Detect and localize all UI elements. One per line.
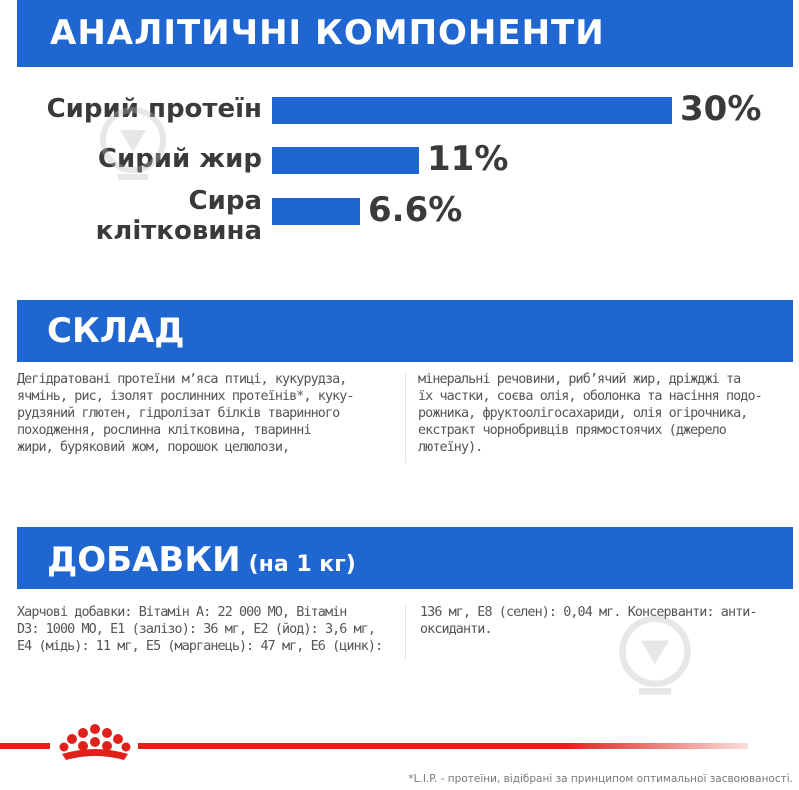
additives-text-left: Харчові добавки: Вітамін А: 22 000 МО, В… <box>17 604 392 655</box>
text-line: D3: 1000 МО, Е1 (залізо): 36 мг, Е2 (йод… <box>17 622 376 637</box>
bar-value-label: 30% <box>680 89 762 129</box>
composition-title: СКЛАД <box>47 311 185 351</box>
composition-text-left: Дегідратовані протеїни м’яса птиці, куку… <box>17 371 392 456</box>
footer-red-line-right <box>138 743 748 749</box>
bar-label-line: Сира <box>188 186 262 216</box>
additives-right-column: 136 мг, Е8 (селен): 0,04 мг. Консерванти… <box>420 604 793 638</box>
text-line: мінеральні речовини, риб’ячий жир, дріжд… <box>418 372 741 387</box>
text-line: їх частки, соєва олія, оболонка та насін… <box>418 389 763 404</box>
column-divider-2 <box>405 605 406 660</box>
text-line: Дегідратовані протеїни м’яса птиці, куку… <box>17 372 347 387</box>
bar-label: Сирий жир <box>98 144 262 174</box>
bar <box>272 97 672 124</box>
bar-label: Сирий протеїн <box>47 94 262 124</box>
composition-text-right: мінеральні речовини, риб’ячий жир, дріжд… <box>418 371 793 456</box>
additives-left-column: Харчові добавки: Вітамін А: 22 000 МО, В… <box>17 604 392 655</box>
download-watermark-icon <box>619 615 691 695</box>
bar-value-label: 11% <box>427 139 509 179</box>
additives-text-right: 136 мг, Е8 (селен): 0,04 мг. Консерванти… <box>420 604 793 638</box>
additives-banner: ДОБАВКИ (на 1 кг) <box>17 527 793 589</box>
footer-red-line-left <box>0 743 50 749</box>
royal-canin-crown-logo <box>59 724 131 760</box>
bar-value-label: 6.6% <box>368 190 463 230</box>
additives-title: ДОБАВКИ <box>47 540 241 580</box>
text-line: рожника, фруктоолігосахариди, олія огіро… <box>418 406 748 421</box>
bar <box>272 198 360 225</box>
analytics-title: АНАЛІТИЧНІ КОМПОНЕНТИ <box>50 13 605 53</box>
text-line: ячмінь, рис, ізолят рослинних протеїнів*… <box>17 389 355 404</box>
text-line: екстракт чорнобривців прямостоячих (джер… <box>418 423 727 438</box>
text-line: рудзяний глютен, гідролізат білків твари… <box>17 406 340 421</box>
bar-label-line: Сирий протеїн <box>46 94 262 124</box>
text-line: лютеїну). <box>418 440 483 455</box>
column-divider <box>405 373 406 463</box>
text-line: Е4 (мідь): 11 мг, Е5 (марганець): 47 мг,… <box>17 639 383 654</box>
text-line: 136 мг, Е8 (селен): 0,04 мг. Консерванти… <box>420 605 758 620</box>
text-line: походження, рослинна клітковина, тваринн… <box>17 423 312 438</box>
bar-label: Сира клітковина <box>96 186 262 246</box>
footnote: *L.I.P. - протеїни, відібрані за принцип… <box>408 773 793 785</box>
text-line: Харчові добавки: Вітамін А: 22 000 МО, В… <box>17 605 347 620</box>
text-line: оксиданти. <box>420 622 493 637</box>
bar-label-line: Сирий жир <box>97 144 262 174</box>
text-line: жири, буряковий жом, порошок целюлози, <box>17 440 290 455</box>
bar <box>272 147 419 174</box>
download-watermark-icon <box>100 107 166 180</box>
bar-label-line: клітковина <box>95 216 262 246</box>
composition-right-column: мінеральні речовини, риб’ячий жир, дріжд… <box>418 371 793 456</box>
composition-banner: СКЛАД <box>17 300 793 362</box>
composition-left-column: Дегідратовані протеїни м’яса птиці, куку… <box>17 371 392 456</box>
analytics-banner: АНАЛІТИЧНІ КОМПОНЕНТИ <box>17 0 793 67</box>
additives-unit: (на 1 кг) <box>248 552 356 577</box>
